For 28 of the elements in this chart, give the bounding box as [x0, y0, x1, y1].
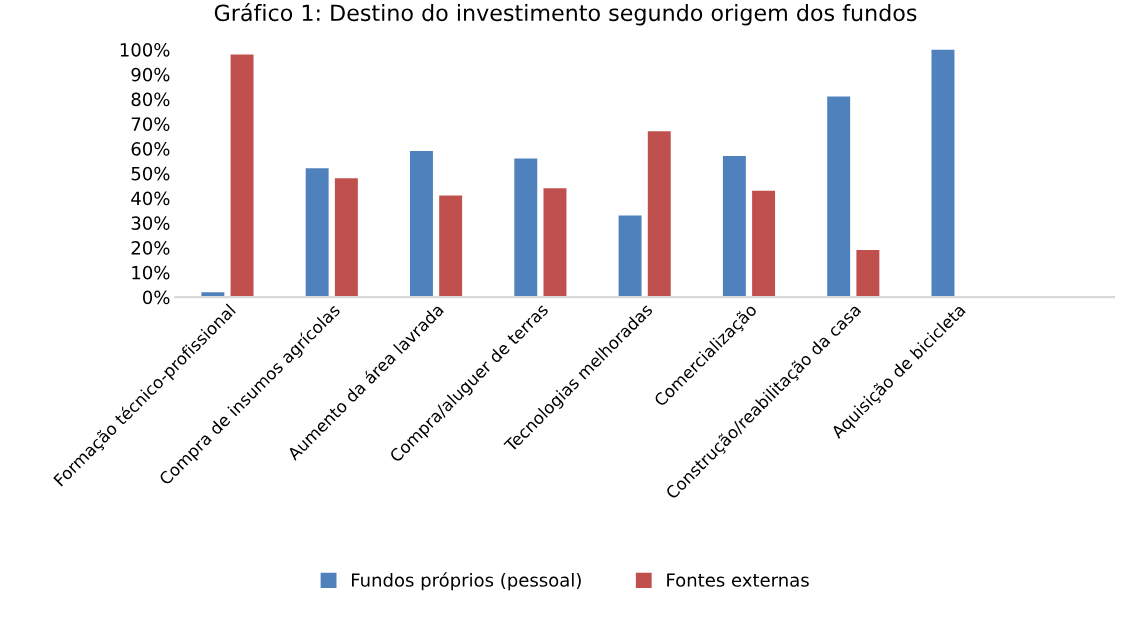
bar — [409, 151, 433, 298]
bar — [752, 190, 776, 298]
y-tick-label: 80% — [131, 92, 170, 107]
bar — [514, 158, 538, 298]
bar — [722, 155, 746, 298]
bar — [305, 168, 329, 298]
y-tick-label: 60% — [131, 142, 170, 156]
y-tick-label: 90% — [131, 67, 170, 82]
y-tick-label: 50% — [131, 166, 170, 181]
bar — [647, 131, 671, 298]
bar — [931, 49, 955, 298]
y-tick-label: 70% — [131, 117, 170, 131]
legend-label: Fontes externas — [667, 573, 809, 587]
y-tick-label: 10% — [132, 265, 170, 280]
y-tick-label: 100% — [120, 42, 170, 57]
bar — [334, 178, 358, 298]
bar — [827, 96, 851, 298]
y-tick-label: 30% — [131, 216, 170, 230]
bar — [543, 188, 567, 298]
chart-title: Gráfico 1: Destino do investimento segundo origem dos fundos — [214, 3, 917, 26]
y-tick-label: 40% — [131, 191, 170, 206]
bar — [856, 250, 880, 298]
bar — [618, 215, 642, 298]
legend-label: Fundos próprios (pessoal) — [351, 572, 581, 591]
y-tick-label: 0% — [142, 290, 170, 305]
y-tick-label: 20% — [131, 241, 170, 255]
bar — [439, 195, 463, 298]
bar — [230, 54, 254, 298]
